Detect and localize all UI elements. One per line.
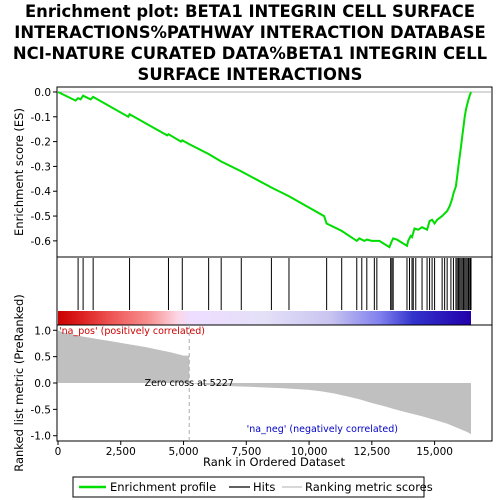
metric-xtick-label: 5,000 [169,446,199,458]
metric-ytick-label: 0.5 [34,352,51,364]
es-panel: 0.0 -0.1 -0.2 -0.3 -0.4 -0.5 -0.6 Enrichment s… [12,86,493,258]
es-ytick-label: -0.3 [31,161,52,173]
metric-ytick-label: 1.0 [34,325,51,337]
metric-xtick-label: 15,000 [416,446,453,458]
legend-label-enrichment: Enrichment profile [110,480,216,494]
title-line-3: NCI-NATURE CURATED DATA%BETA1 INTEGRIN C… [13,44,487,63]
es-ytick-label: 0.0 [34,87,51,99]
metric-ylabel: Ranked list metric (PreRanked) [12,294,26,472]
es-ytick-label: -0.2 [31,137,52,149]
es-ytick-label: -0.4 [31,186,52,198]
es-line [57,91,472,249]
metric-xtick-label: 2,500 [106,446,136,458]
metric-panel: 1.0 0.5 0.0 -0.5 -1.0 0 2,500 5,000 7,500 10,000… [12,294,493,472]
zero-cross-label: Zero cross at 5227 [145,378,234,389]
es-ytick-label: -0.6 [31,236,52,248]
pos-label: 'na_pos' (positively correlated) [59,326,205,337]
hits-panel [56,256,493,326]
metric-xtick-label: 7,500 [231,446,261,458]
title-line-1: Enrichment plot: BETA1 INTEGRIN CELL SUR… [25,2,475,21]
es-ytick-label: -0.1 [31,112,52,124]
metric-xlabel: Rank in Ordered Dataset [203,455,346,469]
metric-y-ticks: 1.0 0.5 0.0 -0.5 -1.0 [31,325,57,443]
es-ytick-label: -0.5 [31,211,52,223]
metric-ytick-label: -0.5 [31,404,52,416]
hit-lines [77,258,472,310]
title-line-2: INTERACTIONS%PATHWAY INTERACTION DATABAS… [14,23,486,42]
es-y-ticks: 0.0 -0.1 -0.2 -0.3 -0.4 -0.5 -0.6 [31,87,57,248]
neg-label: 'na_neg' (negatively correlated) [247,424,398,435]
title-line-4: SURFACE INTERACTIONS [138,65,363,84]
chart-title: Enrichment plot: BETA1 INTEGRIN CELL SUR… [13,2,487,84]
legend: Enrichment profile Hits Ranking metric s… [72,476,433,498]
metric-xtick-label: 0 [55,446,62,458]
es-ylabel: Enrichment score (ES) [12,108,26,236]
metric-ytick-label: 0.0 [34,378,51,390]
ranking-heat-bar [58,311,471,325]
metric-xtick-label: 12,500 [353,446,390,458]
metric-xtick-label: 10,000 [291,446,328,458]
metric-area [58,330,471,435]
metric-x-ticks: 0 2,500 5,000 7,500 10,000 12,500 15,000 [55,441,453,458]
legend-label-hits: Hits [253,480,275,494]
legend-label-metric: Ranking metric scores [305,480,433,494]
metric-ytick-label: -1.0 [31,431,52,443]
